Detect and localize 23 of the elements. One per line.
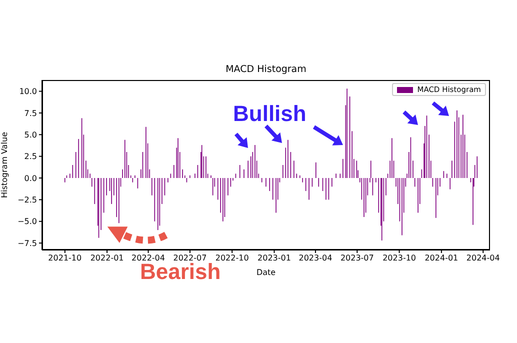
- x-tick-label: 2021-10: [48, 254, 82, 263]
- x-tick-label: 2022-07: [173, 254, 207, 263]
- y-tick-label: −7.5: [18, 238, 37, 248]
- x-tick-label: 2022-10: [215, 254, 249, 263]
- y-tick-label: 2.5: [24, 152, 37, 162]
- x-axis-title: Date: [256, 268, 276, 277]
- y-axis-title: Histogram Value: [0, 132, 9, 198]
- x-tick-label: 2022-04: [132, 254, 165, 263]
- x-tick-label: 2023-10: [382, 254, 416, 263]
- x-tick-label: 2024-01: [424, 254, 458, 263]
- y-tick-label: 7.5: [24, 108, 37, 118]
- annotation: Bullish: [233, 101, 306, 127]
- chart-title: MACD Histogram: [224, 64, 308, 75]
- y-tick-label: −2.5: [18, 196, 37, 205]
- x-tick-label: 2022-01: [90, 254, 124, 263]
- y-tick-label: 0.0: [24, 174, 37, 183]
- x-tick-label: 2024-04: [466, 254, 500, 263]
- x-tick-label: 2023-07: [340, 254, 374, 263]
- y-tick-label: 5.0: [24, 130, 37, 140]
- y-tick-label: 10.0: [19, 87, 37, 96]
- y-tick-label: −5.0: [18, 217, 37, 226]
- x-tick-label: 2023-01: [258, 254, 291, 263]
- x-tick-label: 2023-04: [298, 254, 332, 263]
